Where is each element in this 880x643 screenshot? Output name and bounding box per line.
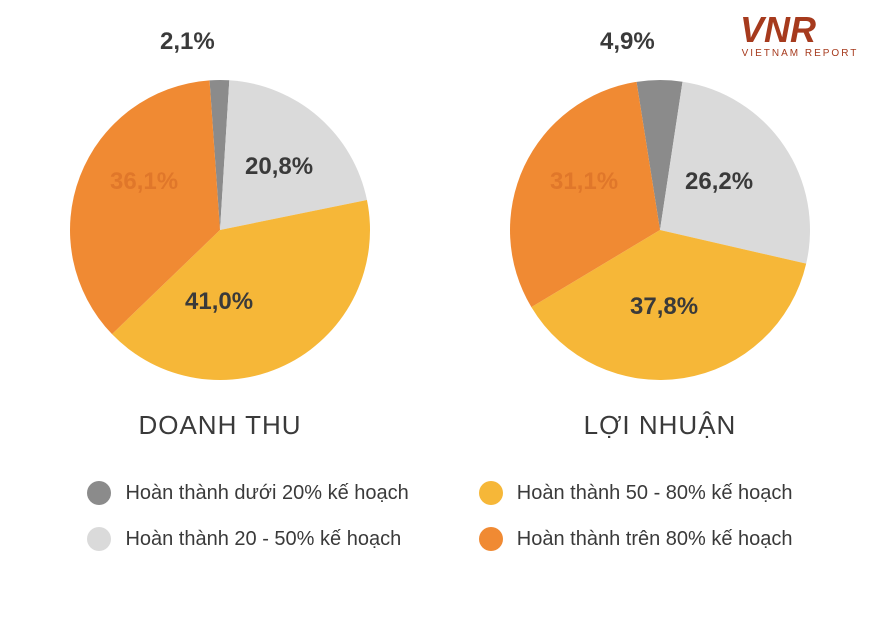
legend-swatch [87,527,111,551]
pie-slice-label: 4,9% [600,28,655,56]
pie-slice-label: 36,1% [110,168,178,196]
legend-item: Hoàn thành 50 - 80% kế hoạch [479,481,793,505]
chart-title: LỢI NHUẬN [584,410,737,441]
pie-slice-label: 31,1% [550,168,618,196]
legend-item: Hoàn thành 20 - 50% kế hoạch [87,527,408,551]
legend-swatch [479,481,503,505]
pie-slice-label: 26,2% [685,168,753,196]
chart-loi-nhuan: 4,9%26,2%37,8%31,1% LỢI NHUẬN [470,40,850,441]
pie-slice-label: 20,8% [245,153,313,181]
chart-doanh-thu: 2,1%20,8%41,0%36,1% DOANH THU [30,40,410,441]
legend-col-left: Hoàn thành dưới 20% kế hoạch Hoàn thành 2… [87,481,408,551]
pie-loi-nhuan: 4,9%26,2%37,8%31,1% [500,40,820,380]
legend-swatch [87,481,111,505]
legend-item: Hoàn thành dưới 20% kế hoạch [87,481,408,505]
legend-text: Hoàn thành 20 - 50% kế hoạch [125,528,401,551]
legend-col-right: Hoàn thành 50 - 80% kế hoạch Hoàn thành t… [479,481,793,551]
chart-title: DOANH THU [138,410,301,441]
legend-item: Hoàn thành trên 80% kế hoạch [479,527,793,551]
pie-slice-label: 41,0% [185,288,253,316]
pie-doanh-thu: 2,1%20,8%41,0%36,1% [60,40,380,380]
legend-swatch [479,527,503,551]
pie-slice-label: 2,1% [160,28,215,56]
legend-text: Hoàn thành 50 - 80% kế hoạch [517,482,793,505]
pie-slice-label: 37,8% [630,293,698,321]
legend: Hoàn thành dưới 20% kế hoạch Hoàn thành 2… [0,481,880,551]
charts-row: 2,1% 20,8% 41,0% 36,1% DOANH THU 4,9% 26,2% 3… [0,0,880,441]
legend-text: Hoàn thành trên 80% kế hoạch [517,528,793,551]
legend-text: Hoàn thành dưới 20% kế hoạch [125,482,408,505]
